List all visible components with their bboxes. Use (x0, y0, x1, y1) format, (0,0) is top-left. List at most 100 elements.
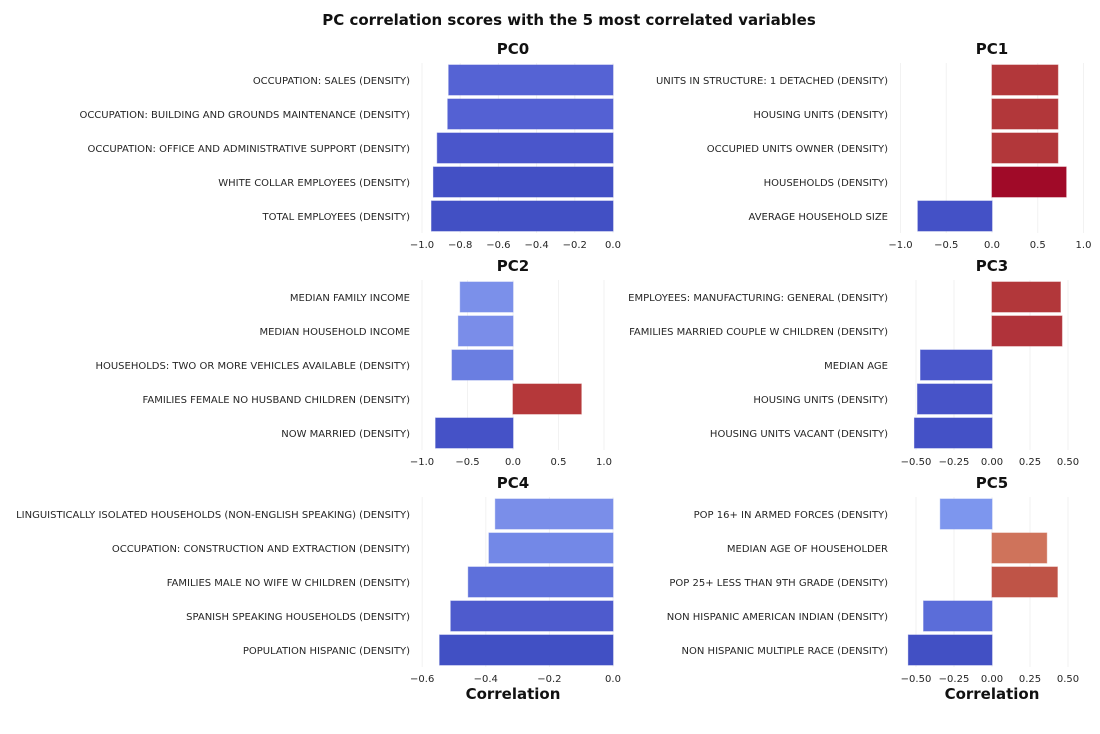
tick-label: −0.4 (474, 674, 498, 685)
tick-label: −0.25 (939, 674, 970, 685)
bar (920, 349, 993, 381)
panel-title: PC1 (976, 40, 1008, 58)
category-label: POPULATION HISPANIC (DENSITY) (243, 646, 410, 657)
category-label: TOTAL EMPLOYEES (DENSITY) (261, 212, 410, 223)
category-label: LINGUISTICALLY ISOLATED HOUSEHOLDS (NON-… (16, 510, 410, 521)
tick-label: 1.0 (1076, 240, 1092, 251)
category-label: HOUSING UNITS (DENSITY) (753, 395, 888, 406)
category-label: HOUSEHOLDS: TWO OR MORE VEHICLES AVAILAB… (95, 361, 410, 372)
tick-label: −0.5 (934, 240, 958, 251)
bar (923, 600, 993, 632)
bar (907, 634, 993, 666)
category-label: EMPLOYEES: MANUFACTURING: GENERAL (DENSI… (628, 293, 888, 304)
tick-label: −0.25 (939, 457, 970, 468)
bar (447, 98, 614, 130)
category-label: WHITE COLLAR EMPLOYEES (DENSITY) (218, 178, 410, 189)
bar (917, 200, 993, 232)
tick-label: 0.25 (1019, 457, 1041, 468)
panel-title: PC2 (497, 257, 529, 275)
bar (448, 64, 614, 96)
tick-label: −0.5 (455, 457, 479, 468)
category-label: MEDIAN FAMILY INCOME (290, 293, 410, 304)
category-label: OCCUPATION: OFFICE AND ADMINISTRATIVE SU… (88, 144, 411, 155)
bar (991, 532, 1048, 564)
bar (917, 383, 993, 415)
bar (432, 166, 614, 198)
tick-label: −0.2 (537, 674, 561, 685)
panel-title: PC3 (976, 257, 1008, 275)
tick-label: −0.6 (410, 674, 434, 685)
tick-label: −0.2 (563, 240, 587, 251)
category-label: HOUSEHOLDS (DENSITY) (764, 178, 888, 189)
tick-label: −0.50 (901, 457, 932, 468)
bar (431, 200, 614, 232)
tick-label: 0.0 (984, 240, 1000, 251)
category-label: NOW MARRIED (DENSITY) (281, 429, 410, 440)
category-label: FAMILIES MALE NO WIFE W CHILDREN (DENSIT… (167, 578, 410, 589)
tick-label: 0.0 (605, 674, 621, 685)
panel-title: PC5 (976, 474, 1008, 492)
tick-label: 0.50 (1057, 457, 1079, 468)
bar (436, 132, 614, 164)
category-label: HOUSING UNITS VACANT (DENSITY) (710, 429, 888, 440)
tick-label: −0.8 (448, 240, 472, 251)
bar (450, 600, 614, 632)
bar (991, 166, 1067, 198)
tick-label: 0.0 (505, 457, 521, 468)
category-label: SPANISH SPEAKING HOUSEHOLDS (DENSITY) (186, 612, 410, 623)
bar (467, 566, 614, 598)
x-axis-label: Correlation (945, 685, 1040, 703)
category-label: OCCUPIED UNITS OWNER (DENSITY) (707, 144, 888, 155)
tick-label: −1.0 (888, 240, 912, 251)
category-label: MEDIAN AGE OF HOUSEHOLDER (727, 544, 888, 555)
tick-label: −0.4 (524, 240, 548, 251)
tick-label: −0.6 (486, 240, 510, 251)
tick-label: 0.0 (605, 240, 621, 251)
tick-label: −1.0 (410, 240, 434, 251)
panel-title: PC4 (497, 474, 529, 492)
bar (451, 349, 514, 381)
tick-label: −1.0 (410, 457, 434, 468)
tick-label: 0.50 (1057, 674, 1079, 685)
bar (991, 98, 1059, 130)
category-label: OCCUPATION: SALES (DENSITY) (253, 76, 410, 87)
bar (512, 383, 582, 415)
bar (459, 281, 514, 313)
category-label: UNITS IN STRUCTURE: 1 DETACHED (DENSITY) (656, 76, 888, 87)
bar (488, 532, 614, 564)
category-label: MEDIAN AGE (824, 361, 888, 372)
tick-label: 0.5 (1030, 240, 1046, 251)
tick-label: −0.50 (901, 674, 932, 685)
bar (991, 281, 1061, 313)
bar (991, 315, 1063, 347)
tick-label: 0.00 (981, 674, 1003, 685)
bar (457, 315, 514, 347)
tick-label: 1.0 (596, 457, 612, 468)
category-label: NON HISPANIC MULTIPLE RACE (DENSITY) (682, 646, 889, 657)
tick-label: 0.5 (551, 457, 567, 468)
category-label: FAMILIES FEMALE NO HUSBAND CHILDREN (DEN… (143, 395, 411, 406)
category-label: POP 25+ LESS THAN 9TH GRADE (DENSITY) (669, 578, 888, 589)
category-label: OCCUPATION: BUILDING AND GROUNDS MAINTEN… (79, 110, 410, 121)
category-label: NON HISPANIC AMERICAN INDIAN (DENSITY) (667, 612, 888, 623)
category-label: AVERAGE HOUSEHOLD SIZE (749, 212, 889, 223)
bar (494, 498, 614, 530)
bar (439, 634, 614, 666)
bar (939, 498, 993, 530)
tick-label: 0.00 (981, 457, 1003, 468)
category-label: MEDIAN HOUSEHOLD INCOME (259, 327, 410, 338)
x-axis-label: Correlation (466, 685, 561, 703)
tick-label: 0.25 (1019, 674, 1041, 685)
panel-title: PC0 (497, 40, 529, 58)
category-label: FAMILIES MARRIED COUPLE W CHILDREN (DENS… (629, 327, 888, 338)
category-label: OCCUPATION: CONSTRUCTION AND EXTRACTION … (112, 544, 410, 555)
category-label: HOUSING UNITS (DENSITY) (753, 110, 888, 121)
bar (991, 64, 1059, 96)
bar (991, 566, 1058, 598)
category-label: POP 16+ IN ARMED FORCES (DENSITY) (694, 510, 888, 521)
chart-title: PC correlation scores with the 5 most co… (322, 11, 816, 29)
bar (991, 132, 1059, 164)
bar (913, 417, 993, 449)
